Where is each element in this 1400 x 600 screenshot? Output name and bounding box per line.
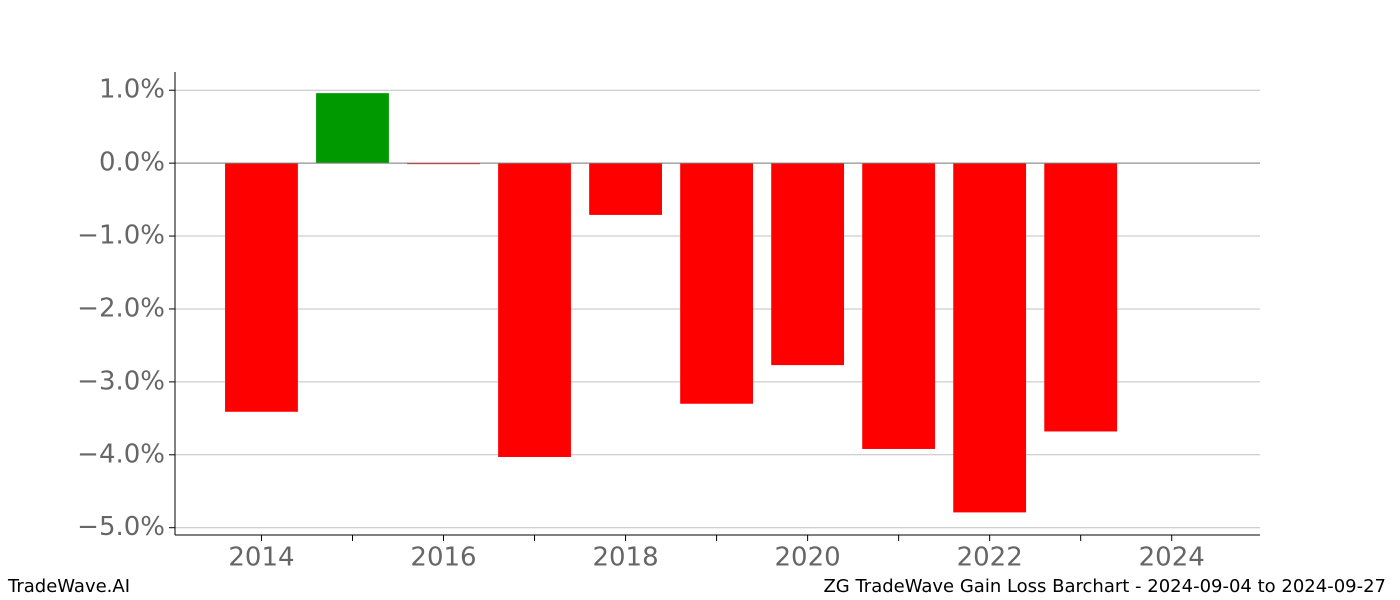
x-tick-label: 2020 <box>775 543 841 573</box>
y-tick-label: 1.0% <box>99 75 165 105</box>
watermark: TradeWave.AI <box>7 576 130 597</box>
bar <box>680 163 753 404</box>
x-tick-label: 2024 <box>1139 543 1205 573</box>
bar <box>589 163 662 215</box>
y-tick-label: −2.0% <box>77 293 165 323</box>
bar <box>862 163 936 449</box>
bar <box>498 163 571 457</box>
y-tick-label: −4.0% <box>77 439 165 469</box>
bar <box>771 163 845 366</box>
x-tick-label: 2014 <box>228 543 294 573</box>
x-tick-label: 2022 <box>957 543 1023 573</box>
y-tick-label: −5.0% <box>77 512 165 542</box>
x-tick-label: 2018 <box>592 543 658 573</box>
y-tick-label: −3.0% <box>77 366 165 396</box>
y-tick-label: −1.0% <box>77 221 165 251</box>
y-tick-label: 0.0% <box>99 148 165 178</box>
bar <box>953 163 1027 513</box>
bar <box>225 163 298 412</box>
footer: ZG TradeWave Gain Loss Barchart - 2024-0… <box>823 576 1386 597</box>
bar <box>1044 163 1118 432</box>
x-tick-label: 2016 <box>410 543 476 573</box>
bar <box>316 93 389 164</box>
